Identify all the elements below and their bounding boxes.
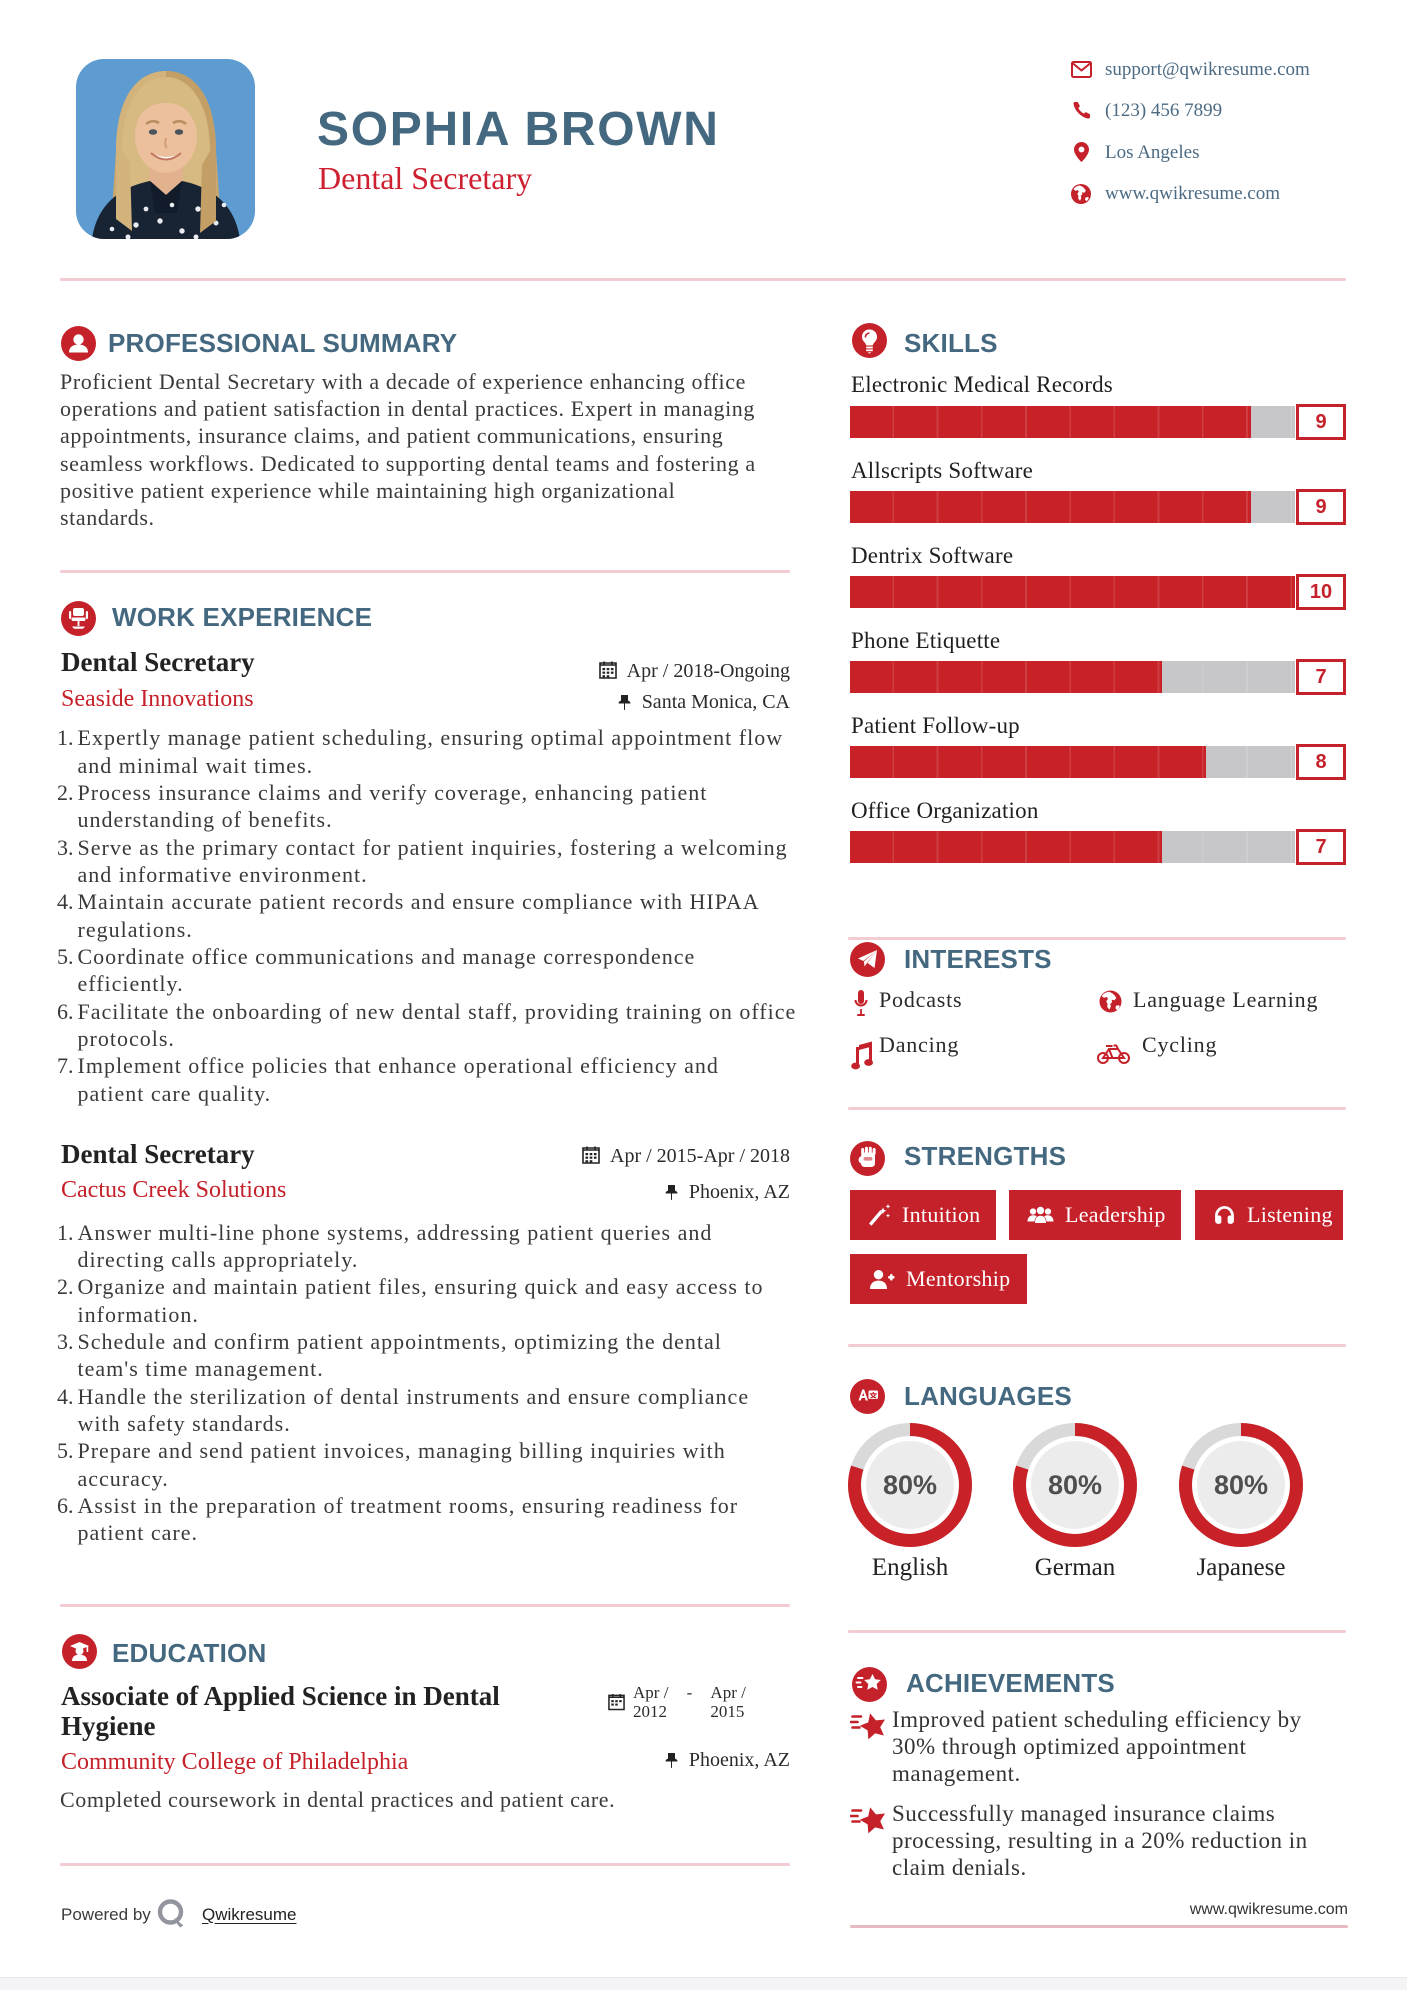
- svg-text:80%: 80%: [1214, 1470, 1268, 1500]
- svg-text:80%: 80%: [883, 1470, 937, 1500]
- svg-text:80%: 80%: [1048, 1470, 1102, 1500]
